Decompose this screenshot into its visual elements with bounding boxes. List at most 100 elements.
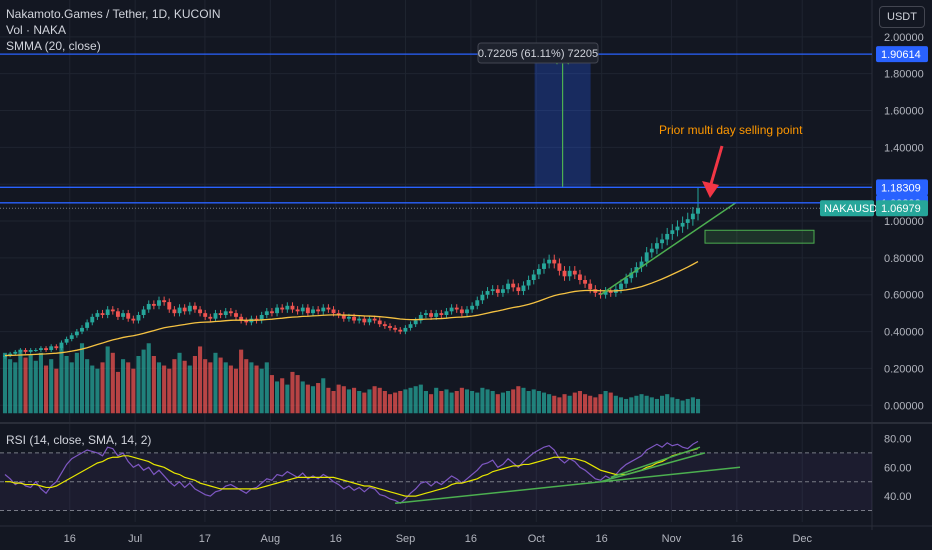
time-tick-label: Nov — [662, 533, 682, 545]
candle — [608, 291, 613, 293]
volume-bar — [372, 386, 377, 414]
volume-bar — [74, 352, 79, 414]
candle — [444, 311, 449, 315]
candle — [177, 307, 182, 314]
symbol-tag-label: NAKAUSDT — [824, 203, 884, 215]
candle — [213, 313, 218, 319]
price-trendline — [600, 202, 737, 296]
volume-bar — [305, 384, 310, 414]
symbol-tag — [820, 200, 874, 217]
volume-bar — [177, 352, 182, 414]
volume-bar — [172, 359, 177, 414]
volume-bar — [434, 387, 439, 414]
candle — [13, 351, 18, 354]
volume-bar — [408, 387, 413, 414]
candle — [203, 313, 208, 317]
arrow-head — [702, 181, 719, 198]
candle — [157, 300, 161, 306]
candle — [8, 353, 13, 356]
candle — [18, 350, 23, 352]
candle — [28, 350, 33, 352]
candle — [285, 305, 290, 310]
volume-bar — [131, 368, 136, 414]
volume-bar — [336, 384, 341, 414]
volume-bar — [141, 349, 146, 414]
price-tick-label: 1.60000 — [884, 106, 924, 118]
candle — [624, 278, 629, 284]
candle — [393, 327, 398, 330]
candle — [275, 307, 280, 314]
volume-bar — [680, 400, 685, 414]
volume-bar — [531, 389, 536, 414]
volume-bar — [439, 390, 444, 414]
candle — [660, 239, 665, 244]
candle — [567, 270, 572, 277]
volume-bar — [208, 362, 213, 414]
level-price-tag — [876, 46, 928, 63]
candle — [680, 222, 685, 227]
candle — [475, 300, 480, 306]
price-tick-label: 1.00000 — [884, 216, 924, 228]
level-price-label: 1.18309 — [881, 182, 921, 194]
volume-bar — [624, 398, 629, 414]
volume-bar — [377, 387, 382, 414]
chart-legend: Nakamoto.Games / Tether, 1D, KUCOIN Vol … — [6, 6, 221, 54]
smma-indicator[interactable]: SMMA (20, close) — [6, 39, 101, 53]
symbol-title[interactable]: Nakamoto.Games / Tether, 1D, KUCOIN — [6, 7, 221, 21]
candle — [321, 307, 326, 312]
currency-button[interactable]: USDT — [879, 6, 925, 28]
volume-bar — [239, 349, 244, 414]
candle — [121, 313, 126, 317]
candle — [146, 303, 151, 310]
candle — [357, 318, 362, 321]
measure-label: 0.72205 (61.11%) 72205 — [478, 48, 598, 60]
volume-bar — [259, 368, 264, 414]
candle — [367, 318, 372, 323]
candle — [675, 226, 680, 231]
volume-indicator[interactable]: Vol · NAKA — [6, 23, 67, 37]
level-price-tag — [876, 179, 928, 196]
volume-bar — [275, 381, 280, 414]
price-tick-label: 1.40000 — [884, 142, 924, 154]
candle — [459, 309, 464, 314]
volume-bar — [167, 368, 172, 414]
volume-bar — [162, 365, 167, 414]
candle — [59, 342, 64, 349]
volume-bar — [393, 392, 398, 414]
volume-bar — [557, 397, 562, 414]
volume-bar — [244, 359, 249, 414]
volume-bar — [552, 395, 557, 414]
price-tick-label: 0.20000 — [884, 363, 924, 375]
volume-bar — [572, 392, 577, 414]
volume-bar — [629, 397, 634, 414]
rsi-trendline — [610, 446, 701, 479]
candle — [100, 313, 105, 315]
candle — [305, 307, 310, 314]
volume-bar — [321, 378, 326, 414]
volume-bar — [341, 386, 346, 414]
volume-bar — [23, 357, 28, 414]
candle — [542, 263, 546, 269]
rsi-indicator[interactable]: RSI (14, close, SMA, 14, 2) — [6, 433, 152, 447]
volume-bar — [110, 352, 115, 414]
volume-bar — [526, 390, 531, 414]
candle — [644, 252, 649, 262]
price-tick-label: 0.60000 — [884, 290, 924, 302]
candle — [465, 309, 469, 314]
volume-bar — [516, 386, 521, 414]
candle — [208, 316, 213, 319]
volume-bar — [362, 392, 367, 414]
volume-bar — [618, 397, 624, 414]
candle — [516, 287, 521, 292]
candle — [526, 280, 531, 286]
candle — [234, 313, 238, 317]
volume-bar — [583, 394, 588, 414]
candle — [259, 315, 264, 321]
volume-bar — [649, 397, 654, 414]
volume-bar — [511, 389, 516, 414]
time-tick-label: 16 — [330, 533, 342, 545]
volume-bar — [33, 360, 38, 414]
volume-bar — [480, 387, 485, 414]
candle — [172, 309, 177, 314]
